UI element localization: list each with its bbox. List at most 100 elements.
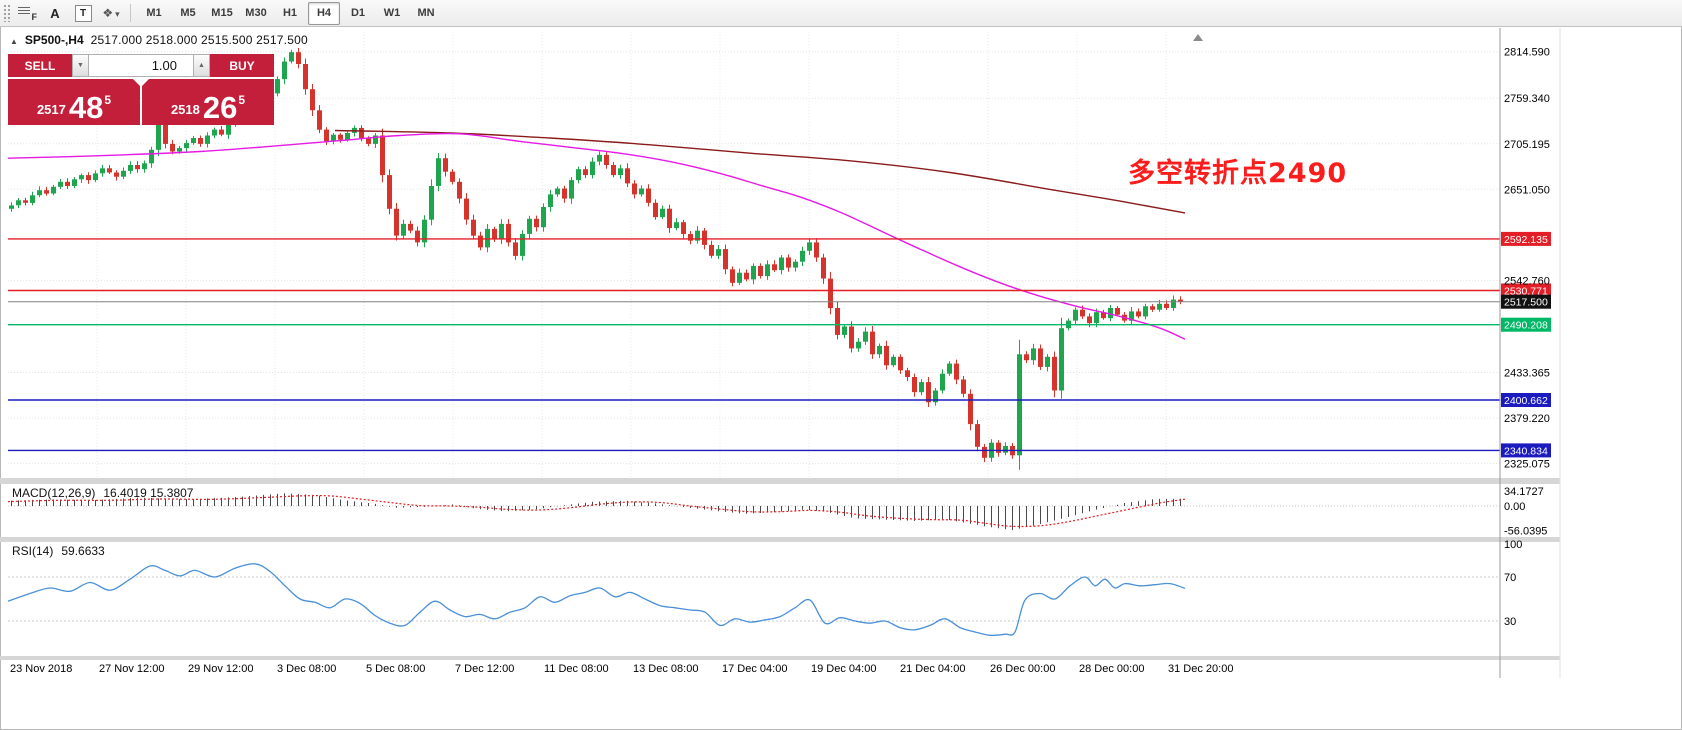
- svg-text:11 Dec 08:00: 11 Dec 08:00: [544, 663, 609, 675]
- timeframe-button-d1[interactable]: D1: [350, 7, 366, 19]
- toolbar: F A T M1 M5 M15 M30 H1 H4 D1 W1 MN: [0, 0, 1682, 27]
- svg-text:23 Nov 2018: 23 Nov 2018: [10, 663, 72, 675]
- svg-text:30: 30: [1504, 616, 1516, 628]
- sell-price-panel[interactable]: 2517 48 5: [8, 79, 140, 125]
- arrow-tools-button[interactable]: [98, 2, 124, 25]
- svg-text:2651.050: 2651.050: [1504, 184, 1550, 196]
- svg-text:7 Dec 12:00: 7 Dec 12:00: [455, 663, 514, 675]
- macd-label: MACD(12,26,9) 16.4019 15.3807: [12, 486, 193, 500]
- macd-values: 16.4019 15.3807: [103, 486, 194, 500]
- text-tool-button[interactable]: A: [42, 2, 68, 25]
- horizontal-level-line[interactable]: 2340.834: [8, 443, 1551, 458]
- svg-text:29 Nov 12:00: 29 Nov 12:00: [188, 663, 253, 675]
- svg-text:-56.0395: -56.0395: [1504, 526, 1547, 538]
- panel-dividers[interactable]: [0, 478, 1560, 660]
- horizontal-level-line[interactable]: 2400.662: [8, 393, 1551, 407]
- moving-averages: [7, 129, 1186, 340]
- scroll-shift-marker[interactable]: [1193, 34, 1203, 41]
- one-click-trade-widget: SELL 1.00 BUY 2517 48 5 2518 26 5: [8, 54, 274, 125]
- svg-text:2400.662: 2400.662: [1504, 395, 1548, 407]
- svg-text:2705.195: 2705.195: [1504, 139, 1550, 151]
- macd-name: MACD(12,26,9): [12, 486, 96, 500]
- chart-header: SP500-,H4 2517.000 2518.000 2515.500 251…: [10, 33, 308, 47]
- svg-text:31 Dec 20:00: 31 Dec 20:00: [1168, 663, 1233, 675]
- svg-text:2340.834: 2340.834: [1504, 445, 1548, 457]
- svg-text:2542.760: 2542.760: [1504, 275, 1550, 287]
- rsi-value: 59.6633: [61, 544, 105, 558]
- svg-text:2379.220: 2379.220: [1504, 413, 1550, 425]
- volume-decrease-button[interactable]: [72, 54, 89, 77]
- svg-text:2325.075: 2325.075: [1504, 459, 1550, 471]
- sell-price-sup: 5: [104, 93, 112, 107]
- svg-text:21 Dec 04:00: 21 Dec 04:00: [900, 663, 965, 675]
- volume-input[interactable]: 1.00: [89, 54, 193, 77]
- timeframe-button-h4[interactable]: H4: [308, 1, 340, 25]
- fibonacci-tool-button[interactable]: F: [14, 2, 40, 25]
- svg-text:2759.340: 2759.340: [1504, 93, 1550, 105]
- svg-text:2592.135: 2592.135: [1504, 234, 1548, 246]
- svg-text:5 Dec 08:00: 5 Dec 08:00: [366, 663, 425, 675]
- chart-frame: [1499, 28, 1561, 678]
- horizontal-level-line[interactable]: 2490.208: [8, 317, 1551, 332]
- svg-text:13 Dec 08:00: 13 Dec 08:00: [633, 663, 698, 675]
- svg-text:2530.771: 2530.771: [1504, 286, 1548, 298]
- volume-increase-button[interactable]: [193, 54, 210, 77]
- symbol-timeframe-label: SP500-,H4: [24, 33, 84, 47]
- rsi-panel: 100 70 30: [7, 539, 1522, 637]
- price-annotation: 多空转折点2490: [1128, 158, 1348, 189]
- sell-price-big: 48: [68, 89, 104, 125]
- rsi-label: RSI(14) 59.6633: [12, 544, 105, 558]
- timeframe-button-w1[interactable]: W1: [383, 7, 401, 19]
- text-tool-icon: A: [50, 5, 60, 21]
- toolbar-separator: [130, 4, 131, 22]
- svg-text:17 Dec 04:00: 17 Dec 04:00: [722, 663, 787, 675]
- text-label-icon: T: [74, 4, 92, 22]
- svg-text:19 Dec 04:00: 19 Dec 04:00: [811, 663, 876, 675]
- price-panel-notch: [133, 79, 149, 87]
- svg-text:34.1727: 34.1727: [1504, 486, 1544, 498]
- timeframe-button-mn[interactable]: MN: [417, 7, 435, 19]
- buy-price-panel[interactable]: 2518 26 5: [142, 79, 274, 125]
- horizontal-level-line[interactable]: 2592.135: [8, 231, 1551, 246]
- svg-text:2814.590: 2814.590: [1504, 47, 1550, 59]
- timeframe-group: M1 M5 M15 M30 H1 H4 D1 W1 MN: [137, 1, 443, 25]
- trade-controls-row: SELL 1.00 BUY: [8, 54, 274, 77]
- toolbar-grip-handle[interactable]: [3, 4, 10, 22]
- price-axis: 2814.590 2759.340 2705.195 2651.050 2542.760…: [1504, 47, 1550, 471]
- timeframe-button-m1[interactable]: M1: [146, 7, 162, 19]
- dropdown-caret-icon: [113, 6, 120, 20]
- sell-price-base: 2517: [36, 102, 66, 117]
- svg-text:100: 100: [1504, 539, 1522, 551]
- svg-text:28 Dec 00:00: 28 Dec 00:00: [1079, 663, 1144, 675]
- timeframe-button-m30[interactable]: M30: [245, 7, 267, 19]
- ohlc-values: 2517.000 2518.000 2515.500 2517.500: [90, 33, 308, 47]
- macd-panel: 34.1727 0.00 -56.0395: [7, 486, 1547, 538]
- svg-text:2517.500: 2517.500: [1504, 297, 1548, 309]
- timeframe-button-h1[interactable]: H1: [282, 7, 298, 19]
- candles-layer: [9, 48, 1183, 470]
- svg-text:0.00: 0.00: [1504, 501, 1525, 513]
- timeframe-button-m5[interactable]: M5: [180, 7, 196, 19]
- svg-text:2433.365: 2433.365: [1504, 368, 1550, 380]
- symbol-marker-icon: [10, 33, 18, 47]
- buy-price-big: 26: [202, 89, 238, 125]
- svg-text:70: 70: [1504, 572, 1516, 584]
- timeframe-button-m15[interactable]: M15: [211, 7, 233, 19]
- buy-price-sup: 5: [238, 93, 246, 107]
- buy-price-base: 2518: [170, 102, 200, 117]
- svg-text:26 Dec 00:00: 26 Dec 00:00: [990, 663, 1055, 675]
- text-label-tool-button[interactable]: T: [70, 2, 96, 25]
- buy-button[interactable]: BUY: [210, 54, 274, 77]
- time-axis: 23 Nov 2018 27 Nov 12:00 29 Nov 12:00 3 Dec…: [10, 663, 1233, 675]
- svg-text:2490.208: 2490.208: [1504, 320, 1548, 332]
- fibonacci-icon: F: [17, 5, 37, 22]
- rsi-name: RSI(14): [12, 544, 54, 558]
- current-price-line: 2517.500: [8, 294, 1551, 309]
- trade-prices-row: 2517 48 5 2518 26 5: [8, 79, 274, 125]
- shapes-icon: [102, 6, 113, 20]
- svg-text:27 Nov 12:00: 27 Nov 12:00: [99, 663, 164, 675]
- horizontal-level-line[interactable]: 2530.771: [8, 283, 1551, 298]
- svg-text:3 Dec 08:00: 3 Dec 08:00: [277, 663, 336, 675]
- sell-button[interactable]: SELL: [8, 54, 72, 77]
